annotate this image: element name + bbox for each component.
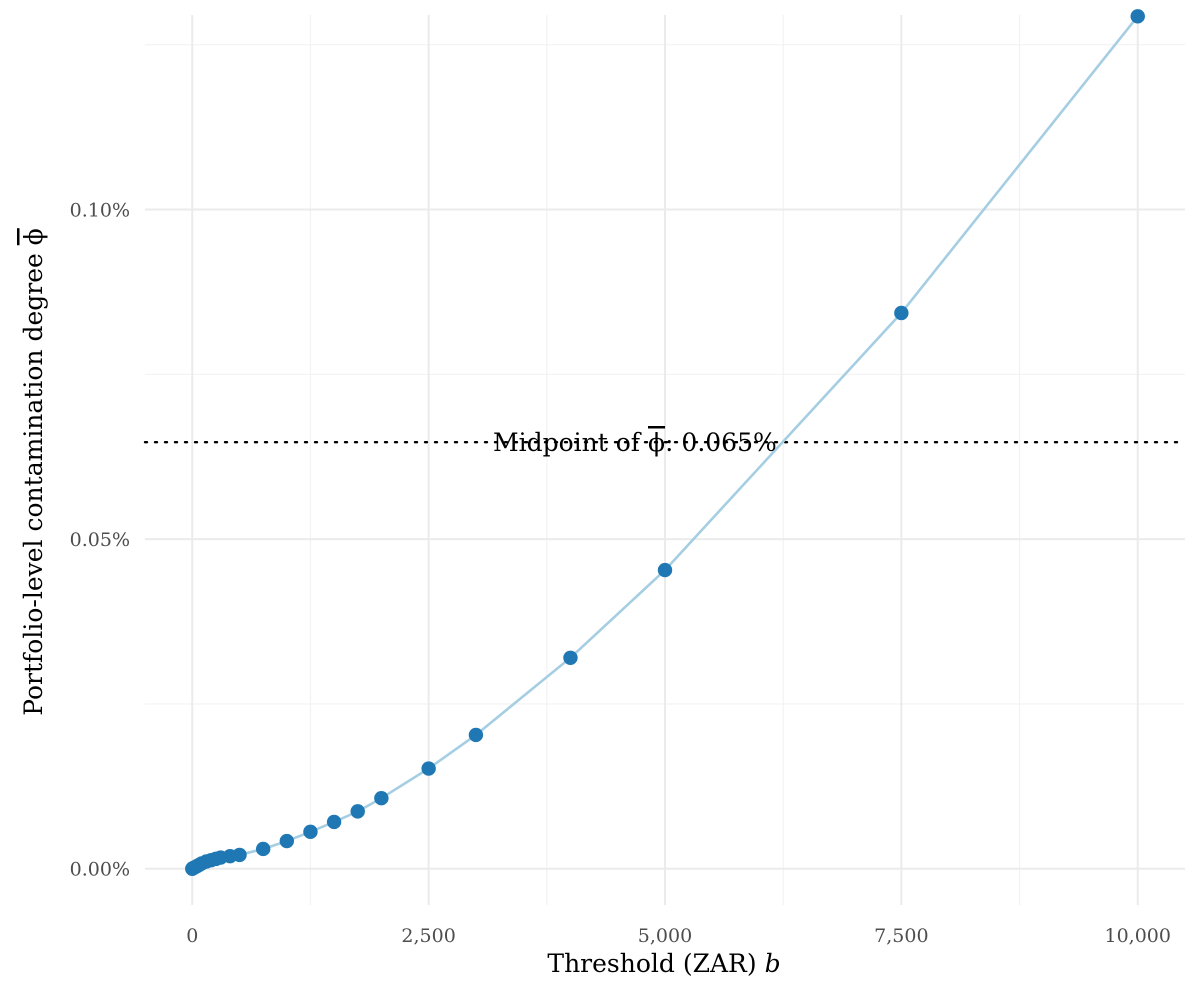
x-tick-label: 5,000	[638, 925, 692, 947]
data-point	[232, 847, 247, 863]
data-point	[303, 824, 318, 840]
data-point	[326, 814, 342, 830]
data-point	[350, 804, 365, 819]
series-group	[185, 9, 1145, 876]
data-point	[1130, 9, 1145, 24]
x-tick-label: 0	[186, 925, 198, 947]
y-axis-phi-symbol: ϕ	[19, 228, 48, 245]
data-point	[279, 833, 295, 849]
y-axis-title: Portfolio-level contamination degree ϕ	[19, 228, 48, 716]
reference-phi-symbol: ϕ	[648, 428, 665, 457]
data-point	[894, 305, 909, 321]
x-tick-label: 7,500	[874, 925, 928, 947]
y-tick-label: 0.05%	[70, 529, 130, 551]
data-point	[374, 791, 389, 806]
x-tick-label: 10,000	[1104, 925, 1170, 947]
data-point	[421, 761, 436, 776]
x-tick-label: 2,500	[401, 925, 455, 947]
data-point	[563, 650, 578, 665]
data-point	[657, 562, 673, 578]
grid	[145, 15, 1185, 905]
tick-labels: 0 2,500 5,000 7,500 10,000 0.00% 0.05% 0.10%	[70, 199, 1171, 947]
reference-line-label: Midpoint of ϕ: 0.065%	[493, 428, 777, 457]
data-point	[468, 727, 484, 743]
data-point	[255, 841, 271, 857]
x-axis-title: Threshold (ZAR) b	[547, 949, 780, 978]
y-tick-label: 0.00%	[70, 859, 130, 881]
y-tick-label: 0.10%	[70, 199, 130, 221]
